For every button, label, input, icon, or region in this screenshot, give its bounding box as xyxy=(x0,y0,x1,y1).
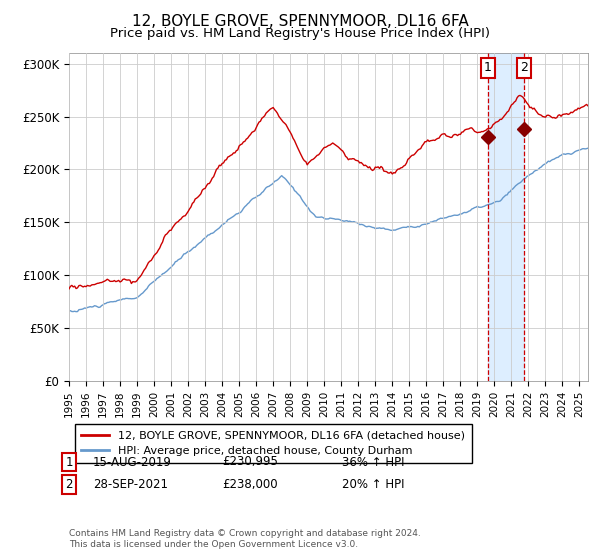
Text: 1: 1 xyxy=(484,62,492,74)
Text: 2: 2 xyxy=(65,478,73,491)
Text: 1: 1 xyxy=(65,455,73,469)
Text: 28-SEP-2021: 28-SEP-2021 xyxy=(93,478,168,491)
Text: 12, BOYLE GROVE, SPENNYMOOR, DL16 6FA: 12, BOYLE GROVE, SPENNYMOOR, DL16 6FA xyxy=(131,14,469,29)
Text: 20% ↑ HPI: 20% ↑ HPI xyxy=(342,478,404,491)
Text: £238,000: £238,000 xyxy=(222,478,278,491)
Text: Contains HM Land Registry data © Crown copyright and database right 2024.
This d: Contains HM Land Registry data © Crown c… xyxy=(69,529,421,549)
Bar xyxy=(488,53,524,381)
Text: 2: 2 xyxy=(520,62,528,74)
Text: Price paid vs. HM Land Registry's House Price Index (HPI): Price paid vs. HM Land Registry's House … xyxy=(110,27,490,40)
Text: 36% ↑ HPI: 36% ↑ HPI xyxy=(342,455,404,469)
Text: 15-AUG-2019: 15-AUG-2019 xyxy=(93,455,172,469)
Legend: 12, BOYLE GROVE, SPENNYMOOR, DL16 6FA (detached house), HPI: Average price, deta: 12, BOYLE GROVE, SPENNYMOOR, DL16 6FA (d… xyxy=(74,424,472,463)
Text: £230,995: £230,995 xyxy=(222,455,278,469)
